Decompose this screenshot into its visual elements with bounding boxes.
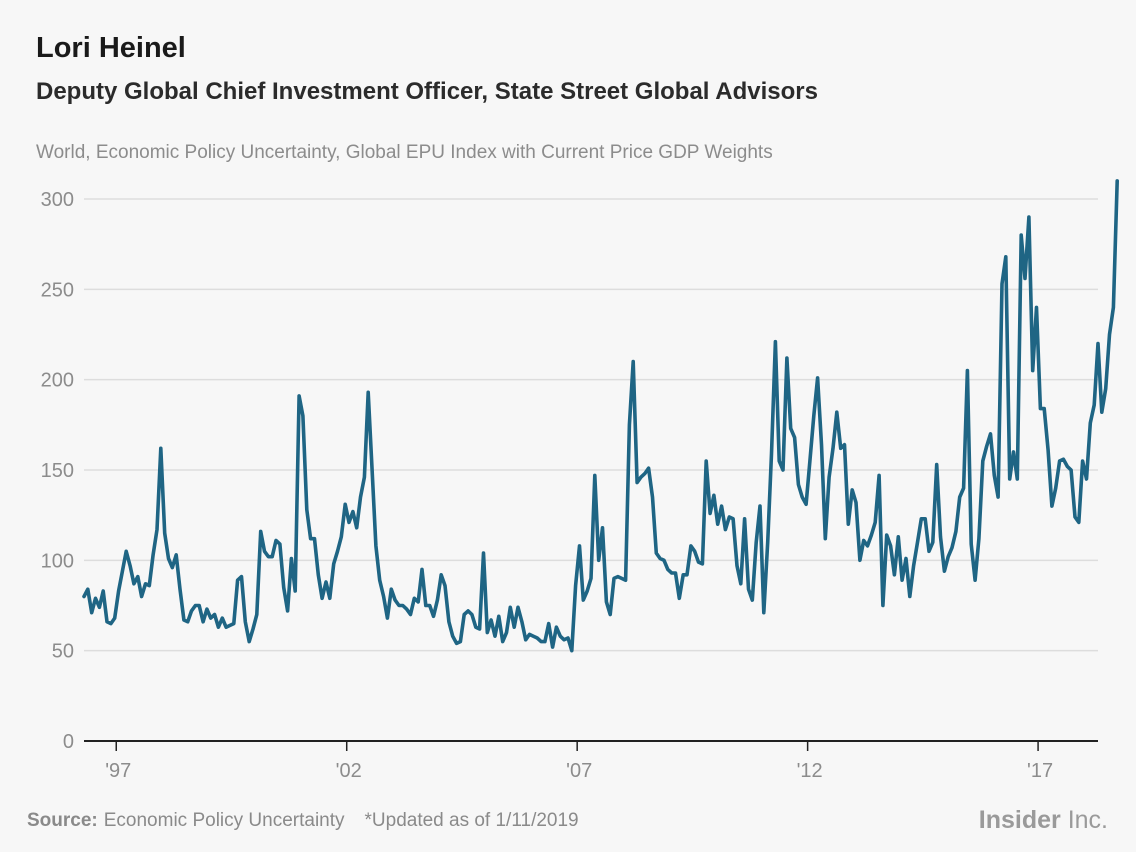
y-tick-label: 100 xyxy=(41,550,74,572)
brand-logo: Insider Inc. xyxy=(979,806,1108,835)
y-axis-ticks: 0 50 100 150 200 250 300 xyxy=(41,189,74,753)
y-tick-label: 0 xyxy=(63,731,74,753)
series-layer xyxy=(82,179,1119,653)
source-label: Source: xyxy=(27,810,98,831)
chart-title: World, Economic Policy Uncertainty, Glob… xyxy=(36,142,773,163)
x-tick-label: '97 xyxy=(105,760,131,782)
x-axis-ticks: '97 '02 '07 '12 '17 xyxy=(105,741,1053,782)
footer-source: Source: Economic Policy Uncertainty *Upd… xyxy=(27,810,579,832)
x-tick-label: '07 xyxy=(566,760,592,782)
grid-layer xyxy=(84,198,1098,742)
chart-subtitle-role: Deputy Global Chief Investment Officer, … xyxy=(36,78,818,105)
brand-light: Inc. xyxy=(1067,806,1108,834)
y-tick-label: 150 xyxy=(41,460,74,482)
y-tick-label: 300 xyxy=(41,189,74,211)
x-tick-label: '02 xyxy=(336,760,362,782)
y-tick-label: 200 xyxy=(41,370,74,392)
x-tick-label: '12 xyxy=(797,760,823,782)
chart-title-person: Lori Heinel xyxy=(36,32,186,64)
source-text: Economic Policy Uncertainty xyxy=(103,810,345,831)
series-line-0 xyxy=(82,179,1119,653)
x-tick-label: '17 xyxy=(1027,760,1053,782)
y-tick-label: 50 xyxy=(52,641,74,663)
brand-bold: Insider xyxy=(978,806,1061,834)
y-tick-label: 250 xyxy=(41,279,74,301)
update-note: *Updated as of 1/11/2019 xyxy=(364,810,579,831)
